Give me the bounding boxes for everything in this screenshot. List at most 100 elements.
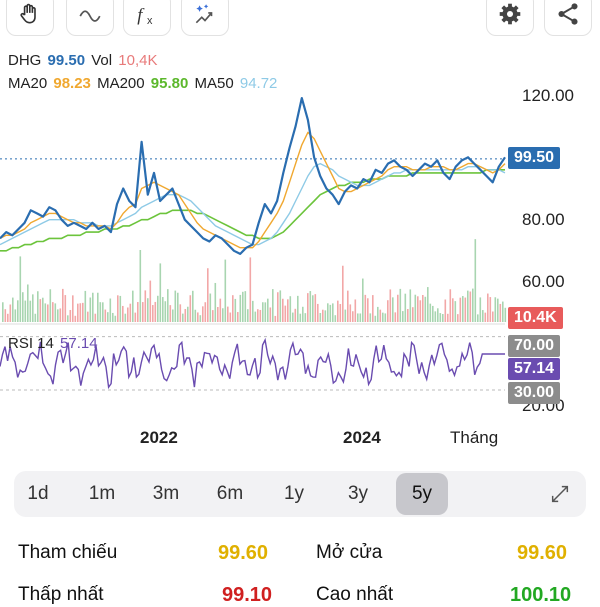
- volume-bar: [392, 297, 394, 322]
- period-6m[interactable]: 6m: [216, 483, 244, 504]
- volume-bar: [464, 297, 467, 322]
- price-chart[interactable]: [0, 0, 600, 460]
- volume-bar: [339, 303, 342, 322]
- volume-bar: [329, 304, 332, 322]
- volume-bar: [277, 292, 279, 322]
- open-label: Mở cửa: [316, 542, 383, 563]
- magic-tool-button[interactable]: [181, 0, 229, 36]
- share-button[interactable]: [544, 0, 592, 36]
- volume-bar: [22, 292, 24, 322]
- volume-bar: [467, 290, 469, 322]
- series-line-ma200: [0, 169, 505, 252]
- volume-bar: [319, 313, 322, 322]
- volume-bar: [352, 311, 354, 322]
- volume-bar: [254, 311, 257, 322]
- volume-bar: [234, 298, 237, 322]
- svg-text:f: f: [137, 5, 145, 25]
- volume-bar: [147, 298, 149, 322]
- volume-bar: [284, 305, 287, 322]
- volume-bar: [99, 302, 102, 322]
- volume-bar: [164, 301, 167, 322]
- period-1d[interactable]: 1d: [27, 483, 49, 504]
- volume-bar: [182, 313, 184, 322]
- symbol-label: DHG: [8, 52, 42, 69]
- volume-bar: [252, 300, 254, 322]
- volume-bar: [312, 295, 314, 322]
- volume-bar: [362, 278, 364, 322]
- volume-bar: [434, 311, 437, 322]
- volume-bar: [247, 309, 249, 322]
- volume-bar: [267, 298, 269, 322]
- period-5y[interactable]: 5y: [396, 473, 448, 515]
- volume-bar: [49, 289, 52, 322]
- volume-bar: [237, 312, 239, 322]
- volume-bar: [322, 309, 324, 322]
- volume-bar: [387, 300, 389, 322]
- volume-bar: [257, 309, 259, 322]
- line-tool-button[interactable]: [66, 0, 114, 36]
- settings-button[interactable]: [486, 0, 534, 36]
- volume-bar: [14, 309, 17, 322]
- volume-bar: [207, 268, 209, 322]
- volume-bar: [169, 305, 172, 322]
- volume-bar: [157, 295, 159, 322]
- period-1y[interactable]: 1y: [283, 483, 305, 504]
- ma20-label: MA20: [8, 75, 48, 92]
- volume-bar: [149, 280, 152, 322]
- volume-bar: [87, 311, 89, 322]
- volume-bar: [474, 239, 477, 322]
- volume-bar: [152, 305, 154, 322]
- hand-tool-button[interactable]: [6, 0, 54, 36]
- volume-bar: [89, 297, 92, 322]
- volume-bar: [492, 311, 494, 322]
- rsi-high-tag: 70.00: [508, 335, 561, 357]
- volume-bar: [107, 312, 109, 322]
- volume-bar: [274, 315, 277, 322]
- price-tick-120: 120.00: [522, 86, 574, 105]
- volume-bar: [347, 290, 349, 322]
- volume-bar: [397, 294, 399, 322]
- volume-bar: [469, 291, 472, 322]
- volume-bar: [77, 303, 79, 322]
- x-tick-2022: 2022: [140, 428, 178, 447]
- volume-bar: [59, 308, 62, 322]
- vol-label: Vol: [91, 52, 113, 69]
- volume-bar: [442, 314, 444, 322]
- volume-bar: [499, 303, 502, 322]
- open-value: 99.60: [517, 542, 568, 564]
- rsi-low-tag: 30.00: [508, 382, 561, 404]
- volume-bar: [264, 302, 267, 322]
- volume-bar: [367, 298, 369, 322]
- volume-bar: [489, 297, 492, 322]
- period-3m[interactable]: 3m: [152, 483, 180, 504]
- x-tick-month: Tháng: [450, 428, 499, 447]
- vol-value: 10,4K: [118, 52, 158, 69]
- volume-bar: [9, 304, 12, 322]
- share-icon: [558, 3, 578, 25]
- volume-bar: [424, 296, 427, 322]
- period-3y[interactable]: 3y: [347, 483, 369, 504]
- volume-bar: [259, 309, 262, 322]
- volume-bar: [422, 294, 424, 322]
- volume-bar: [294, 308, 297, 322]
- volume-bar: [227, 306, 229, 322]
- volume-bar: [44, 303, 47, 322]
- volume-bar: [127, 307, 129, 322]
- volume-bar: [279, 290, 282, 322]
- volume-bar: [37, 291, 39, 322]
- hand-icon: [20, 3, 36, 24]
- volume-bar: [389, 289, 392, 322]
- period-1m[interactable]: 1m: [88, 483, 116, 504]
- volume-bar: [204, 302, 207, 322]
- volume-bar: [504, 307, 507, 322]
- volume-bar: [74, 315, 77, 322]
- volume-bar: [144, 290, 147, 322]
- volume-bar: [162, 297, 164, 322]
- volume-bar: [57, 309, 59, 322]
- fullscreen-button[interactable]: [538, 473, 582, 515]
- reference-value: 99.60: [218, 542, 269, 564]
- price-value: 99.50: [47, 52, 86, 69]
- volume-bar: [32, 294, 34, 322]
- volume-bar: [189, 295, 192, 322]
